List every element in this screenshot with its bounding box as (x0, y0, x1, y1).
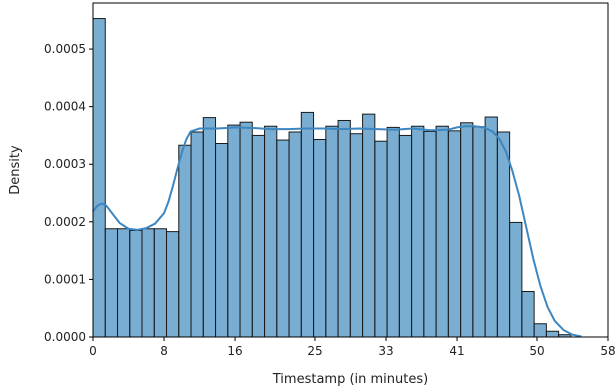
histogram-bar (215, 143, 229, 338)
x-tick-label: 8 (160, 344, 168, 358)
histogram-bar (337, 119, 351, 338)
histogram-bar (178, 144, 192, 338)
histogram-bar (398, 134, 413, 338)
x-axis-label: Timestamp (in minutes) (272, 372, 428, 387)
histogram-bar (460, 122, 474, 338)
y-tick-label: 0.0002 (44, 215, 86, 229)
histogram-bar (411, 125, 425, 338)
y-tick-label: 0.0005 (44, 42, 86, 56)
histogram-bar (117, 228, 131, 338)
x-tick-label: 41 (449, 344, 464, 358)
histogram-bar (423, 130, 437, 338)
x-axis-ticks: 0 8 16 25 33 41 50 58 (89, 337, 615, 358)
histogram-bar (484, 116, 498, 338)
y-tick-label: 0.0000 (44, 330, 86, 344)
y-axis-label: Density (8, 145, 23, 195)
histogram-bar (92, 18, 106, 338)
x-tick-label: 50 (529, 344, 544, 358)
histogram-bar (435, 125, 449, 338)
histogram-bar (325, 125, 339, 338)
histogram-bar (264, 125, 278, 338)
histogram-bar (166, 231, 180, 338)
histogram-bar (533, 323, 547, 338)
histogram-bar (386, 126, 400, 338)
histogram-bar (545, 330, 560, 338)
histogram-bar (300, 111, 315, 338)
histogram-bar (153, 228, 168, 338)
kde-curve (92, 125, 582, 338)
y-tick-label: 0.0003 (44, 157, 86, 171)
histogram-bar (472, 126, 486, 338)
histogram-bar (276, 139, 290, 338)
histogram-bar (129, 229, 143, 338)
histogram-bars (92, 18, 572, 338)
histogram-bar (362, 113, 376, 338)
histogram-bar (227, 124, 241, 338)
y-axis-ticks: 0.0000 0.0001 0.0002 0.0003 0.0004 0.0005 (44, 42, 93, 344)
histogram-bar (349, 133, 364, 338)
histogram-bar (496, 131, 511, 338)
x-tick-label: 33 (378, 344, 393, 358)
histogram-bar (447, 130, 462, 338)
histogram-bar (374, 140, 388, 338)
histogram-bar (251, 134, 266, 338)
x-tick-label: 0 (89, 344, 97, 358)
histogram-bar (239, 121, 253, 338)
histogram-bar (509, 221, 523, 338)
x-tick-label: 58 (600, 344, 615, 358)
histogram-bar (202, 117, 217, 338)
histogram-bar (104, 228, 119, 338)
histogram-bar (141, 228, 155, 338)
y-tick-label: 0.0004 (44, 100, 86, 114)
histogram-bar (313, 138, 327, 338)
histogram-bar (190, 131, 204, 338)
y-tick-label: 0.0001 (44, 272, 86, 286)
plot-frame (92, 2, 609, 338)
x-tick-label: 16 (227, 344, 242, 358)
x-tick-label: 25 (307, 344, 322, 358)
histogram-bar (521, 291, 535, 338)
histogram-bar (288, 131, 302, 338)
